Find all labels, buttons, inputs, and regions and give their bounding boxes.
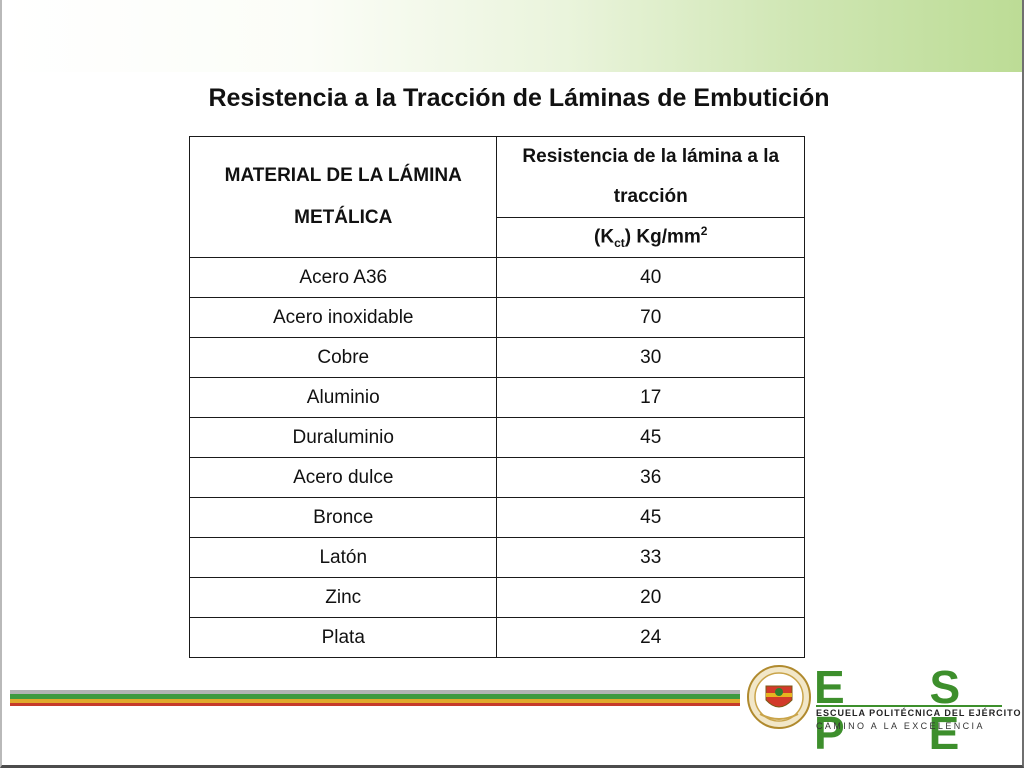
table-row: Bronce 45 [188, 497, 805, 538]
table-row: Acero A36 40 [188, 257, 805, 298]
material-cell: Zinc [188, 577, 498, 618]
footer-stripes [10, 690, 740, 706]
table-row: Duraluminio 45 [188, 417, 805, 458]
table-row: Acero inoxidable 70 [188, 297, 805, 338]
table-row: Aluminio 17 [188, 377, 805, 418]
material-cell: Aluminio [188, 377, 498, 418]
resistance-table: MATERIAL DE LA LÁMINA METÁLICA Resistenc… [188, 136, 805, 658]
table-row: Zinc 20 [188, 577, 805, 618]
value-cell: 20 [496, 577, 805, 618]
material-cell: Latón [188, 537, 498, 578]
logo-subtitle: ESCUELA POLITÉCNICA DEL EJÉRCITO [816, 708, 1022, 718]
value-cell: 30 [496, 337, 805, 378]
stripe-green [10, 694, 740, 699]
espe-seal-icon [747, 665, 811, 729]
table-row: Plata 24 [188, 617, 805, 658]
material-cell: Duraluminio [188, 417, 498, 458]
value-cell: 17 [496, 377, 805, 418]
value-cell: 45 [496, 417, 805, 458]
table-header-unit-row: (Kct) Kg/mm2 [190, 217, 805, 258]
material-cell: Plata [188, 617, 498, 658]
value-cell: 45 [496, 497, 805, 538]
logo-divider [816, 705, 1002, 707]
stripe-gray [10, 690, 740, 694]
table-header-row: MATERIAL DE LA LÁMINA METÁLICA Resistenc… [188, 136, 805, 258]
table-row: Acero dulce 36 [188, 457, 805, 498]
table-body: Acero A36 40 Acero inoxidable 70 Cobre 30 Alum… [188, 257, 805, 658]
material-cell: Acero dulce [188, 457, 498, 498]
header-material: MATERIAL DE LA LÁMINA METÁLICA [188, 136, 498, 258]
value-cell: 36 [496, 457, 805, 498]
table-row: Latón 33 [188, 537, 805, 578]
logo-tagline: CAMINO A LA EXCELENCIA [816, 721, 985, 731]
slide-title: Resistencia a la Tracción de Láminas de … [208, 84, 830, 112]
value-cell: 70 [496, 297, 805, 338]
stripe-yellow [10, 699, 740, 703]
material-cell: Cobre [188, 337, 498, 378]
value-cell: 40 [496, 257, 805, 298]
material-cell: Bronce [188, 497, 498, 538]
header-gradient-band [2, 0, 1022, 72]
table-row: Cobre 30 [188, 337, 805, 378]
value-cell: 33 [496, 537, 805, 578]
value-cell: 24 [496, 617, 805, 658]
stripe-red [10, 703, 740, 706]
material-cell: Acero inoxidable [188, 297, 498, 338]
material-cell: Acero A36 [188, 257, 498, 298]
header-unit: (Kct) Kg/mm2 [496, 217, 805, 258]
espe-logo-text: E S P E [814, 661, 997, 759]
header-resistance: Resistencia de la lámina a la tracción [496, 136, 805, 218]
